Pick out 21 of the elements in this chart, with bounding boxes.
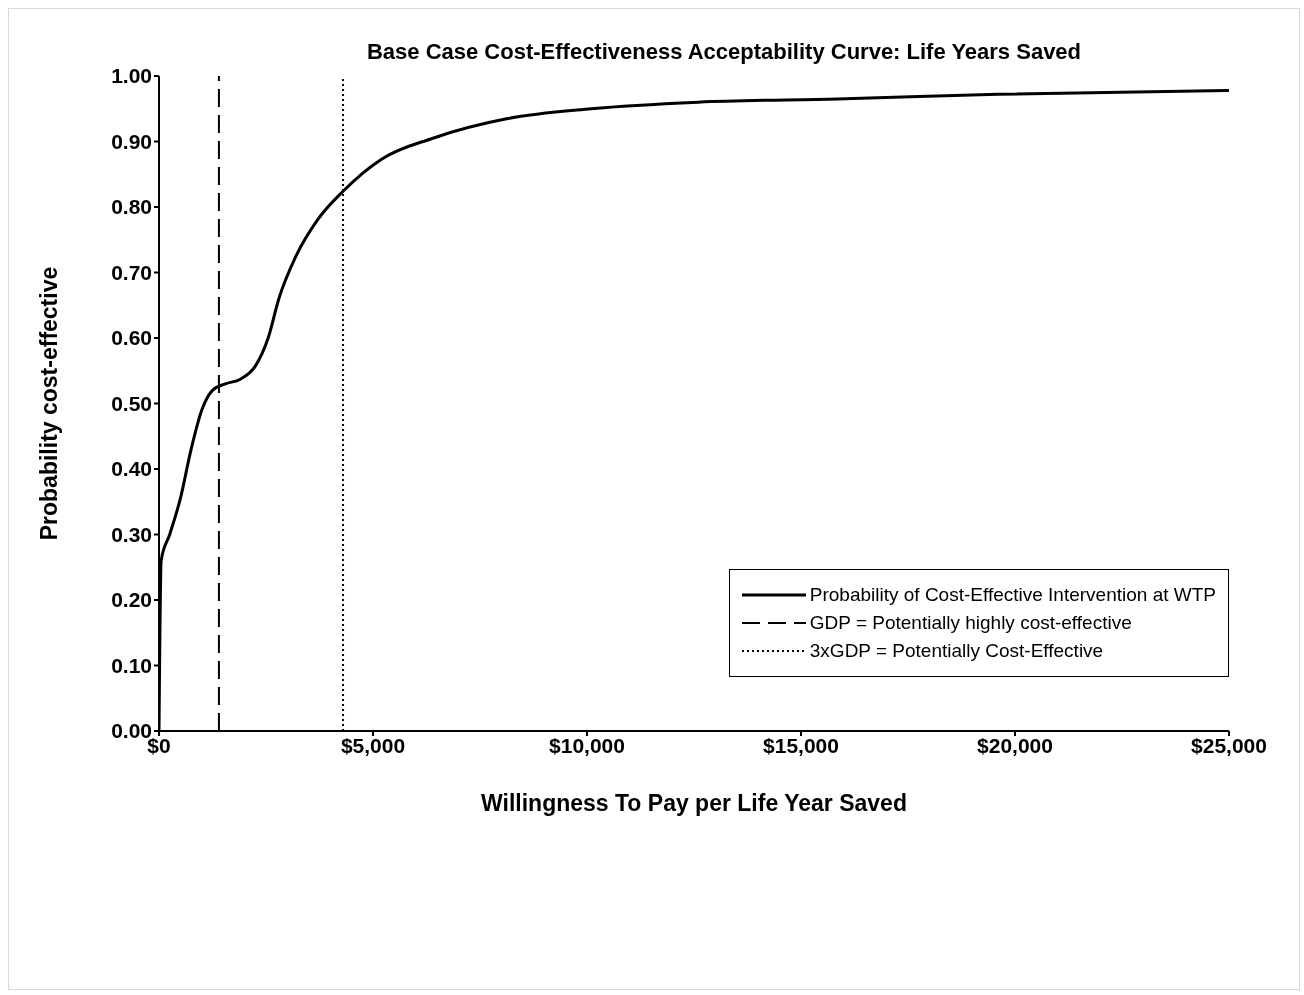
x-tick-label: $20,000 <box>977 733 1053 757</box>
x-tick-label: $5,000 <box>340 733 406 757</box>
y-axis-title: Probability cost-effective <box>36 266 63 541</box>
y-tick-label: 0.50 <box>111 391 152 415</box>
x-tick-label: $10,000 <box>549 733 625 757</box>
y-tick-label: 0.10 <box>111 653 152 677</box>
x-tick-label: $25,000 <box>1191 733 1267 757</box>
y-tick-label: 0.60 <box>111 326 152 350</box>
y-tick-label: 0.80 <box>111 195 152 219</box>
x-axis-title: Willingness To Pay per Life Year Saved <box>481 790 907 816</box>
y-tick-label: 0.70 <box>111 260 152 284</box>
chart-title: Base Case Cost-Effectiveness Acceptability Curve: Life Years Saved <box>365 39 1083 65</box>
legend-label: Probability of Cost-Effective Intervention at WTP <box>809 584 1216 606</box>
y-tick-label: 0.90 <box>111 129 152 153</box>
y-tick-label: 0.40 <box>111 457 152 481</box>
legend-label: 3xGDP = Potentially Cost-Effective <box>809 640 1104 662</box>
y-tick-label: 0.20 <box>111 588 152 612</box>
legend-label: GDP = Potentially highly cost-effective <box>809 612 1132 634</box>
y-tick-label: 0.30 <box>111 522 152 546</box>
y-tick-label: 1.00 <box>111 64 152 88</box>
x-tick-label: $15,000 <box>763 733 839 757</box>
